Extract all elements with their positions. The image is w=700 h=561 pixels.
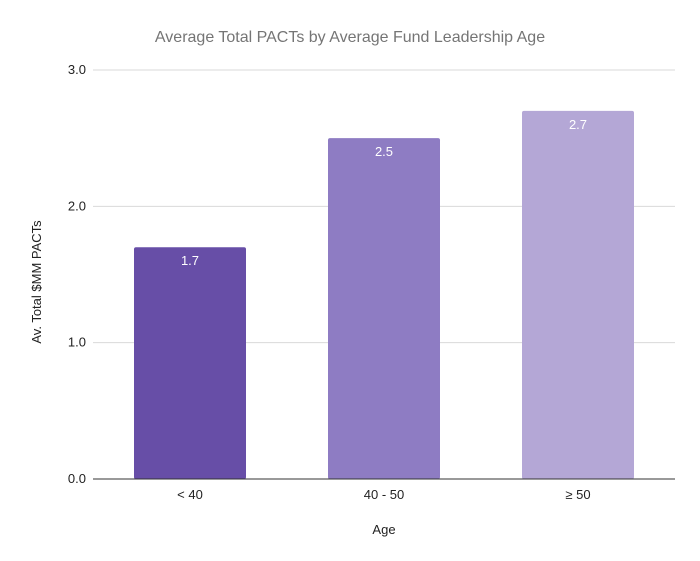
- bar: [134, 247, 246, 479]
- y-tick-label: 3.0: [68, 62, 86, 77]
- data-labels: 1.7 2.5 2.7: [181, 117, 587, 268]
- y-tick-label: 0.0: [68, 471, 86, 486]
- y-tick-label: 2.0: [68, 198, 86, 213]
- y-axis-label: Av. Total $MM PACTs: [29, 220, 44, 344]
- y-axis-ticks: 0.0 1.0 2.0 3.0: [68, 62, 86, 486]
- x-tick-label: 40 - 50: [364, 487, 404, 502]
- bar: [328, 138, 440, 479]
- chart-title: Average Total PACTs by Average Fund Lead…: [155, 29, 545, 46]
- bar: [522, 110, 634, 480]
- bar-data-label: 1.7: [181, 253, 199, 268]
- bar-data-label: 2.5: [375, 144, 393, 159]
- bars: [134, 110, 634, 480]
- x-tick-label: < 40: [177, 487, 203, 502]
- x-axis-ticks: < 40 40 - 50 ≥ 50: [177, 487, 590, 502]
- y-tick-label: 1.0: [68, 335, 86, 350]
- bar-data-label: 2.7: [569, 117, 587, 132]
- x-axis-label: Age: [372, 522, 395, 537]
- x-tick-label: ≥ 50: [565, 487, 590, 502]
